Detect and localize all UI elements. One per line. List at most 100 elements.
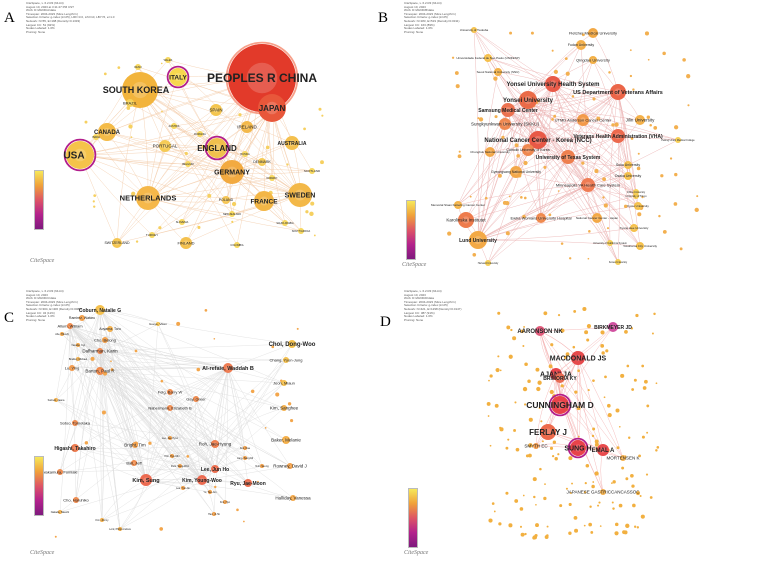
node-mortensen-k[interactable]: MORTENSEN K — [607, 455, 640, 461]
node-cho-belong[interactable]: Cho, Belong — [94, 337, 116, 343]
node-ball-jeff[interactable]: Ball, Jeff — [126, 460, 143, 466]
node-poland[interactable]: POLAND — [219, 196, 234, 204]
node-korea-university[interactable]: Korea University — [609, 259, 628, 265]
node-jang-sang-mi[interactable]: Jang, Sang-Mi — [237, 456, 254, 460]
node-switzerland[interactable]: SWITZERLAND — [104, 238, 130, 248]
node-fletcher-medical-university[interactable]: Fletcher Medical University — [569, 28, 617, 38]
node-turkey[interactable]: TURKEY — [146, 232, 158, 238]
node-spain[interactable]: SPAIN — [209, 104, 223, 116]
node-cunningham-d[interactable]: CUNNINGHAM D — [526, 393, 594, 417]
node-karolinska-institutet[interactable]: Karolinska Institutet — [446, 212, 486, 228]
node-jeon-miaun[interactable]: Jeon, Miaun — [273, 380, 295, 386]
node-netherlands[interactable]: NETHERLANDS — [120, 186, 177, 210]
node-park-sang-won[interactable]: Park, Sang-Won — [171, 464, 190, 468]
node-memorial-sloan-kettering-cancer-center[interactable]: Memorial Sloan Kettering Cancer Center — [431, 201, 485, 209]
node-allum-william[interactable]: Allum, William — [57, 323, 83, 329]
node-qingdao-university[interactable]: Qingdao University — [576, 56, 610, 64]
node-lu-ying[interactable]: Lu, Ying — [65, 365, 79, 371]
node-yonsei-university-health-system[interactable]: Yonsei University Health System — [507, 76, 600, 92]
node-yokohama-city-university[interactable]: Yokohama City University — [623, 242, 658, 250]
node-south-africa[interactable]: SOUTH AFRICA — [292, 228, 311, 234]
node-ferlay-j[interactable]: FERLAY J — [529, 424, 567, 440]
node-yonsei-university[interactable]: Yonsei University — [503, 91, 554, 109]
node-colombia[interactable]: COLOMBIA — [230, 242, 244, 248]
node-norway[interactable]: NORWAY — [267, 175, 278, 181]
node-south-korea[interactable]: SOUTH KOREA — [103, 72, 170, 108]
node-higashi-takahiro[interactable]: Higashi, Takahiro — [54, 444, 96, 452]
node-lund-university[interactable]: Lund University — [459, 231, 497, 249]
node-nakamura-fumiaki[interactable]: Nakamura, Fumiaki — [43, 469, 78, 475]
node-kyoto-university[interactable]: Kyoto University — [627, 202, 649, 210]
node-noh-seung[interactable]: Noh, Seung — [255, 464, 269, 468]
node-minneapolis-va-health-care-system[interactable]: Minneapolis VA Health Care System — [556, 178, 621, 192]
node-new-zealand[interactable]: NEW ZEALAND — [223, 211, 241, 217]
node-baker-melanie[interactable]: Baker, Melanie — [271, 436, 301, 444]
node-brimoria-ky[interactable]: BRIMORIA KY — [543, 373, 577, 383]
node-ramirez-wataru[interactable]: Ramirez, Wataru — [69, 315, 95, 321]
node-ireland[interactable]: IRELAND — [237, 121, 257, 133]
node-usa[interactable]: USA — [63, 138, 97, 172]
node-sungkyunkwan-university[interactable]: Sungkyunkwan University (SKKU) — [471, 118, 540, 130]
node-wales[interactable]: WALES — [164, 57, 173, 63]
node-kim-hyo[interactable]: Kim, Hyo — [220, 500, 231, 504]
node-lee-jun-ho[interactable]: Lee, Jun Ho — [201, 465, 229, 473]
node-peoples-r-china[interactable]: PEOPLES R CHINA — [207, 41, 317, 115]
node-italy[interactable]: ITALY — [166, 65, 190, 89]
node-barton-paul-r[interactable]: Barton, Paul R — [85, 367, 115, 375]
node-kyung-hee-university[interactable]: Kyung Hee University — [620, 224, 649, 232]
node-macdonald-js[interactable]: MACDONALD JS — [550, 351, 607, 365]
node-kim-young-woo[interactable]: Kim, Young-Woo — [182, 475, 222, 485]
node-ewha-womans-university-hospital[interactable]: Ewha Womans University Hospital — [510, 213, 572, 223]
node-gueye-viken[interactable]: Gueye, Viken — [149, 322, 167, 326]
node-kim-sanghee[interactable]: Kim, Sanghee — [270, 405, 299, 411]
node-national-cancer-center-korea[interactable]: National Cancer Center - Korea (NCC) — [484, 131, 592, 149]
node-kim-sung[interactable]: Kim, Sung — [132, 474, 160, 486]
node-veterans-health-administration[interactable]: Veterans Health Administration (VHA) — [573, 129, 663, 143]
node-india[interactable]: INDIA — [92, 134, 100, 140]
node-university-of-california-system[interactable]: University of California System — [593, 240, 627, 246]
node-nakada-takeshi[interactable]: Nakada, Takeshi — [51, 510, 70, 514]
node-universidade-federal-de-sao-paulo[interactable]: Universidade Federal de Sao Paulo (UNIFE… — [456, 54, 520, 62]
node-harvard-university[interactable]: Harvard University — [478, 260, 499, 266]
node-gyeongsang-national-university[interactable]: Gyeongsang National University — [491, 166, 541, 178]
node-iran[interactable]: IRAN — [134, 64, 142, 70]
node-brazil[interactable]: BRAZIL — [123, 99, 138, 107]
node-japan[interactable]: JAPAN — [258, 94, 286, 122]
node-bradley-michael[interactable]: Bradley, Michael — [69, 357, 88, 361]
node-us-department-of-veterans-affairs[interactable]: US Department of Veterans Affairs — [573, 84, 663, 100]
node-finland[interactable]: FINLAND — [177, 237, 195, 249]
node-felg-barry-w[interactable]: Felg, Barry W — [158, 389, 183, 395]
node-roh-jae-hyung[interactable]: Roh, Jae-Hyung — [199, 440, 232, 448]
node-university-of-texas-system[interactable]: University of Texas System — [536, 150, 601, 164]
node-scotland[interactable]: SCOTLAND — [304, 168, 321, 174]
node-smyth-ec[interactable]: SMYTH EC — [524, 443, 548, 449]
node-austria[interactable]: AUSTRIA — [169, 123, 180, 129]
node-yu-tae-jun[interactable]: Yu, Tae-Jun — [203, 490, 217, 494]
node-dafharman-karin[interactable]: Dafharman, Karin — [82, 348, 118, 354]
node-md-anderson-cancer-center[interactable]: UTMD Anderson Cancer Center — [555, 114, 612, 126]
node-fudan-university[interactable]: Fudan University — [568, 40, 595, 50]
node-belgium[interactable]: BELGIUM — [182, 161, 194, 167]
node-university-of-tsukuba[interactable]: University of Tsukuba — [460, 27, 489, 33]
node-chiba-university[interactable]: Chiba University — [627, 189, 646, 195]
node-ryu-jae-moon[interactable]: Ryu, Jae-Moon — [230, 479, 266, 487]
node-nabermann-elizabeth-b[interactable]: Nabermann, Elizabeth B — [148, 405, 192, 411]
node-kim-hye-min[interactable]: Kim, Hye-Min — [164, 454, 180, 458]
node-cho-haruhiko[interactable]: Cho, Haruhiko — [63, 497, 90, 503]
node-germany[interactable]: GERMANY — [214, 160, 250, 184]
node-salmon-jaana[interactable]: Salmon, Jaana — [48, 398, 65, 402]
node-aoyama-toru[interactable]: Aoyama, Toru — [99, 326, 121, 332]
node-birkmeyer-jd[interactable]: BIRKMEYER JD — [594, 322, 632, 332]
node-catholic-university-of-korea[interactable]: Catholic University of Korea — [506, 144, 550, 156]
node-sotoo-tomotaka[interactable]: Sotoo, Tomotaka — [60, 420, 91, 426]
node-denmark[interactable]: DENMARK — [253, 158, 271, 166]
node-aaronson-nk[interactable]: AARONSON NK — [517, 326, 563, 336]
node-han-ji-ho[interactable]: Han, Ji-Ho — [208, 512, 221, 516]
node-coburn-natalie-g[interactable]: Coburn, Natalie G — [79, 305, 121, 315]
node-sweden[interactable]: SWEDEN — [285, 183, 316, 207]
node-al-refaie-waddah-b[interactable]: Al-refaie, Waddah B — [202, 363, 254, 373]
node-chang-yoon-jung[interactable]: Chang, Yoon-Jung — [270, 357, 303, 363]
node-chungbuk-national-university[interactable]: Chungbuk National University — [470, 147, 510, 157]
node-sung-h[interactable]: SUNG H — [564, 437, 592, 459]
node-jilin-university[interactable]: Jilin University — [626, 115, 656, 125]
